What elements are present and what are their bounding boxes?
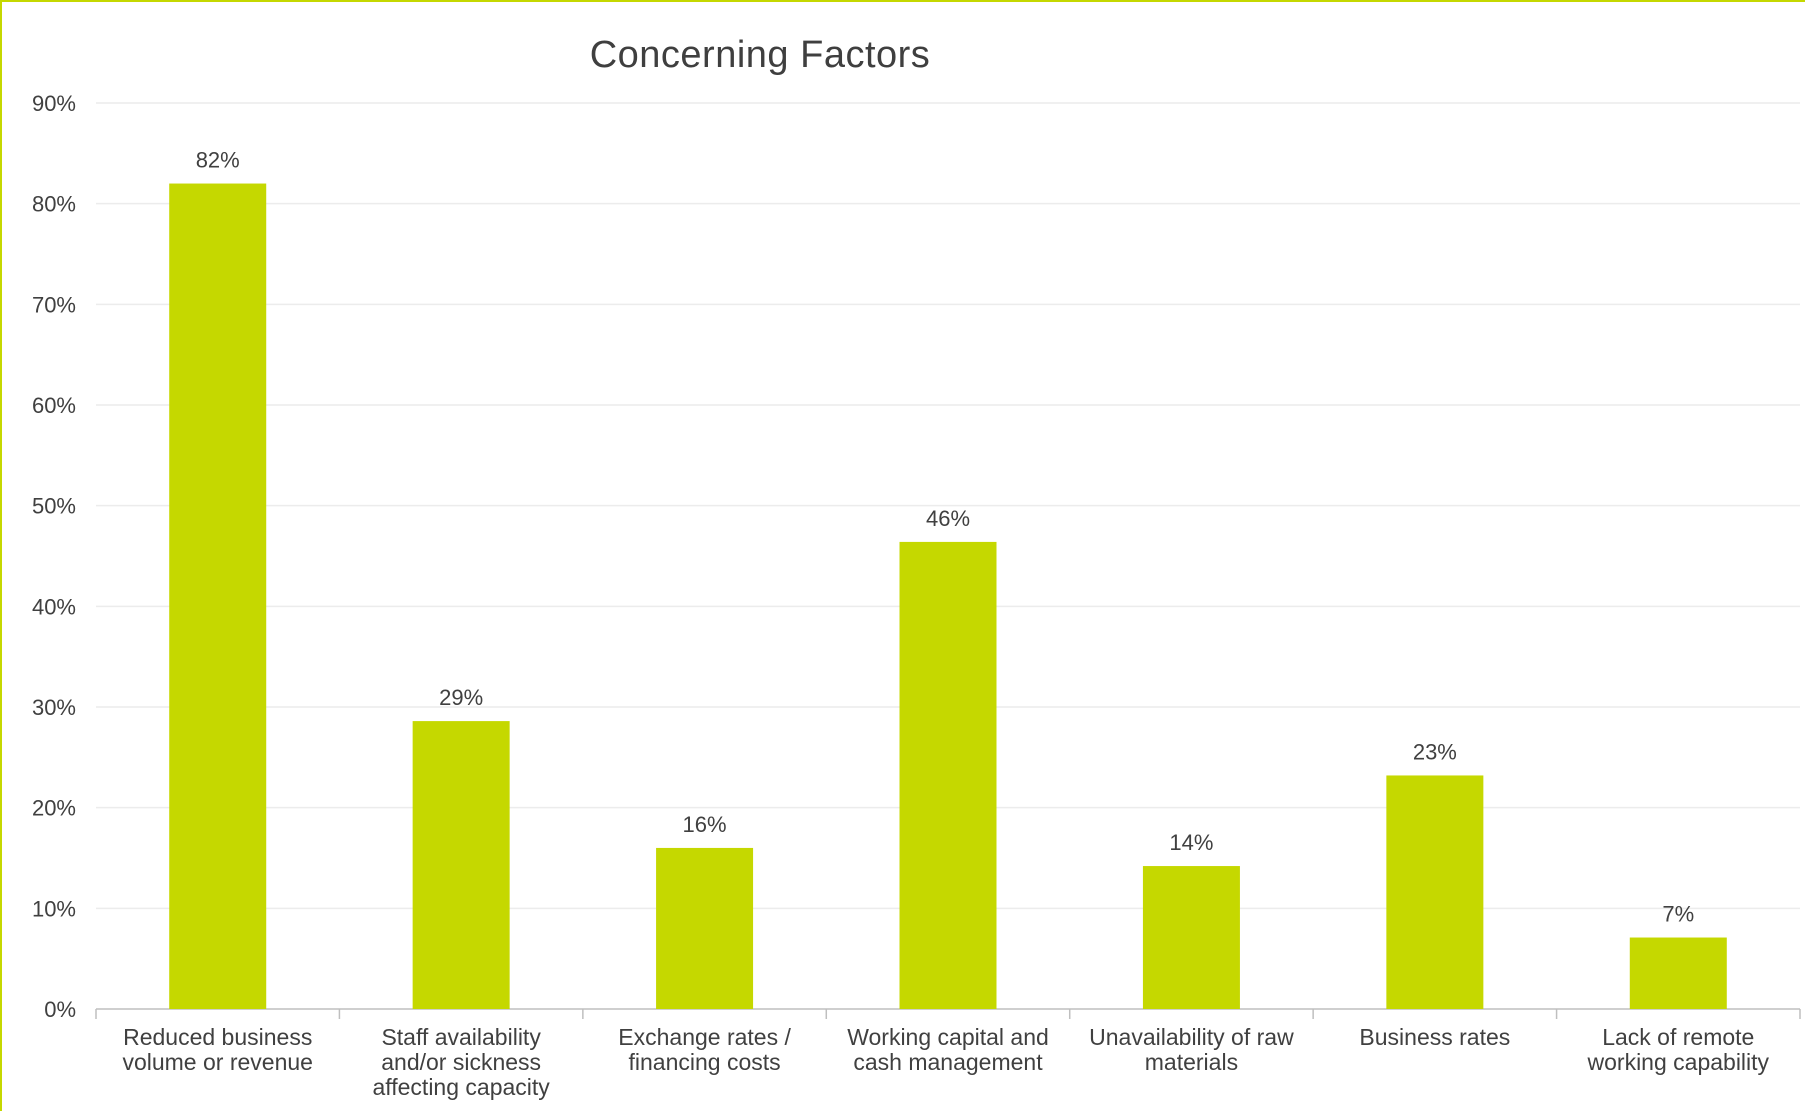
data-label: 7% [1662, 902, 1694, 927]
bar [1386, 775, 1484, 1009]
x-category-label: financing costs [629, 1049, 781, 1075]
x-category-label: and/or sickness [381, 1049, 541, 1075]
labels: 0% 10% 20% 30% 40% 50% 60% 70% 80% 90% 82% Reduced … [32, 91, 1770, 1100]
y-tick-label: 40% [32, 594, 76, 619]
x-category-label: Reduced business [123, 1024, 312, 1050]
x-category-label: Staff availability [381, 1024, 541, 1050]
data-label: 16% [683, 812, 727, 837]
data-label: 29% [439, 685, 483, 710]
y-tick-label: 70% [32, 292, 76, 317]
x-category-label: Exchange rates / [618, 1024, 791, 1050]
y-tick-label: 20% [32, 796, 76, 821]
y-tick-label: 30% [32, 695, 76, 720]
data-label: 46% [926, 506, 970, 531]
y-tick-label: 0% [44, 997, 76, 1022]
x-category-label: Working capital and [847, 1024, 1049, 1050]
bar [656, 847, 754, 1009]
y-tick-label: 10% [32, 896, 76, 921]
x-category-label: volume or revenue [122, 1049, 313, 1075]
y-tick-label: 60% [32, 393, 76, 418]
bar [169, 183, 267, 1010]
bar [1142, 866, 1240, 1009]
x-category-label: cash management [853, 1049, 1043, 1075]
x-category-label: materials [1145, 1049, 1238, 1075]
data-label: 82% [196, 148, 240, 173]
y-tick-label: 90% [32, 91, 76, 116]
x-category-label: working capability [1587, 1049, 1770, 1075]
bar [1629, 937, 1727, 1009]
x-category-label: Business rates [1359, 1024, 1510, 1050]
bar [412, 721, 510, 1009]
axes [95, 1008, 1801, 1019]
bar [899, 541, 997, 1009]
data-label: 23% [1413, 739, 1457, 764]
x-category-label: Unavailability of raw [1089, 1024, 1294, 1050]
bars [169, 183, 1727, 1010]
y-tick-label: 50% [32, 494, 76, 519]
data-label: 14% [1169, 830, 1213, 855]
x-category-label: Lack of remote [1602, 1024, 1754, 1050]
y-tick-label: 80% [32, 192, 76, 217]
x-category-label: affecting capacity [372, 1074, 550, 1100]
chart-title: Concerning Factors [589, 34, 931, 76]
